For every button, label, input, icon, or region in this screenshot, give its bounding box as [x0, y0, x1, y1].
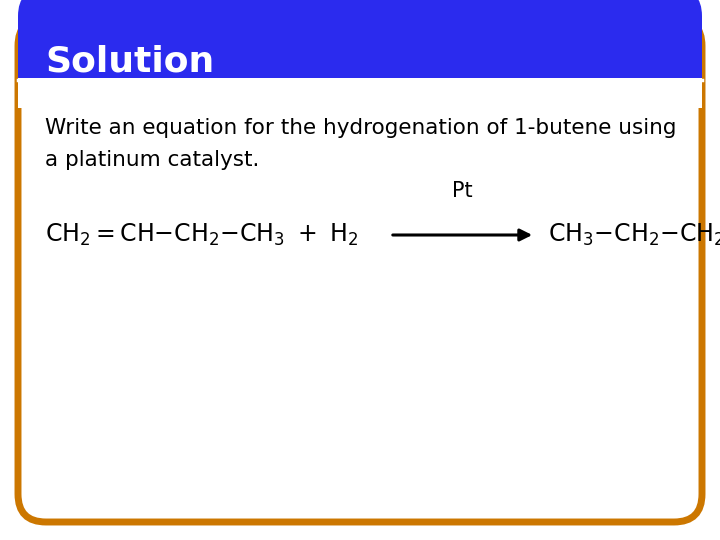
FancyBboxPatch shape — [18, 18, 702, 522]
FancyArrowPatch shape — [393, 230, 528, 240]
Text: Write an equation for the hydrogenation of 1-butene using: Write an equation for the hydrogenation … — [45, 118, 677, 138]
Text: a platinum catalyst.: a platinum catalyst. — [45, 150, 259, 170]
Text: Pt: Pt — [452, 181, 473, 201]
Text: $\mathsf{CH_2{=}CH{-}CH_2{-}CH_3\ +\ H_2}$: $\mathsf{CH_2{=}CH{-}CH_2{-}CH_3\ +\ H_2… — [45, 222, 359, 248]
Bar — [18, 78, 702, 108]
Text: Solution: Solution — [45, 44, 215, 78]
Text: $\mathsf{CH_3{-}CH_2{-}CH_2{-}CH_3}$: $\mathsf{CH_3{-}CH_2{-}CH_2{-}CH_3}$ — [548, 222, 720, 248]
FancyBboxPatch shape — [18, 0, 702, 108]
